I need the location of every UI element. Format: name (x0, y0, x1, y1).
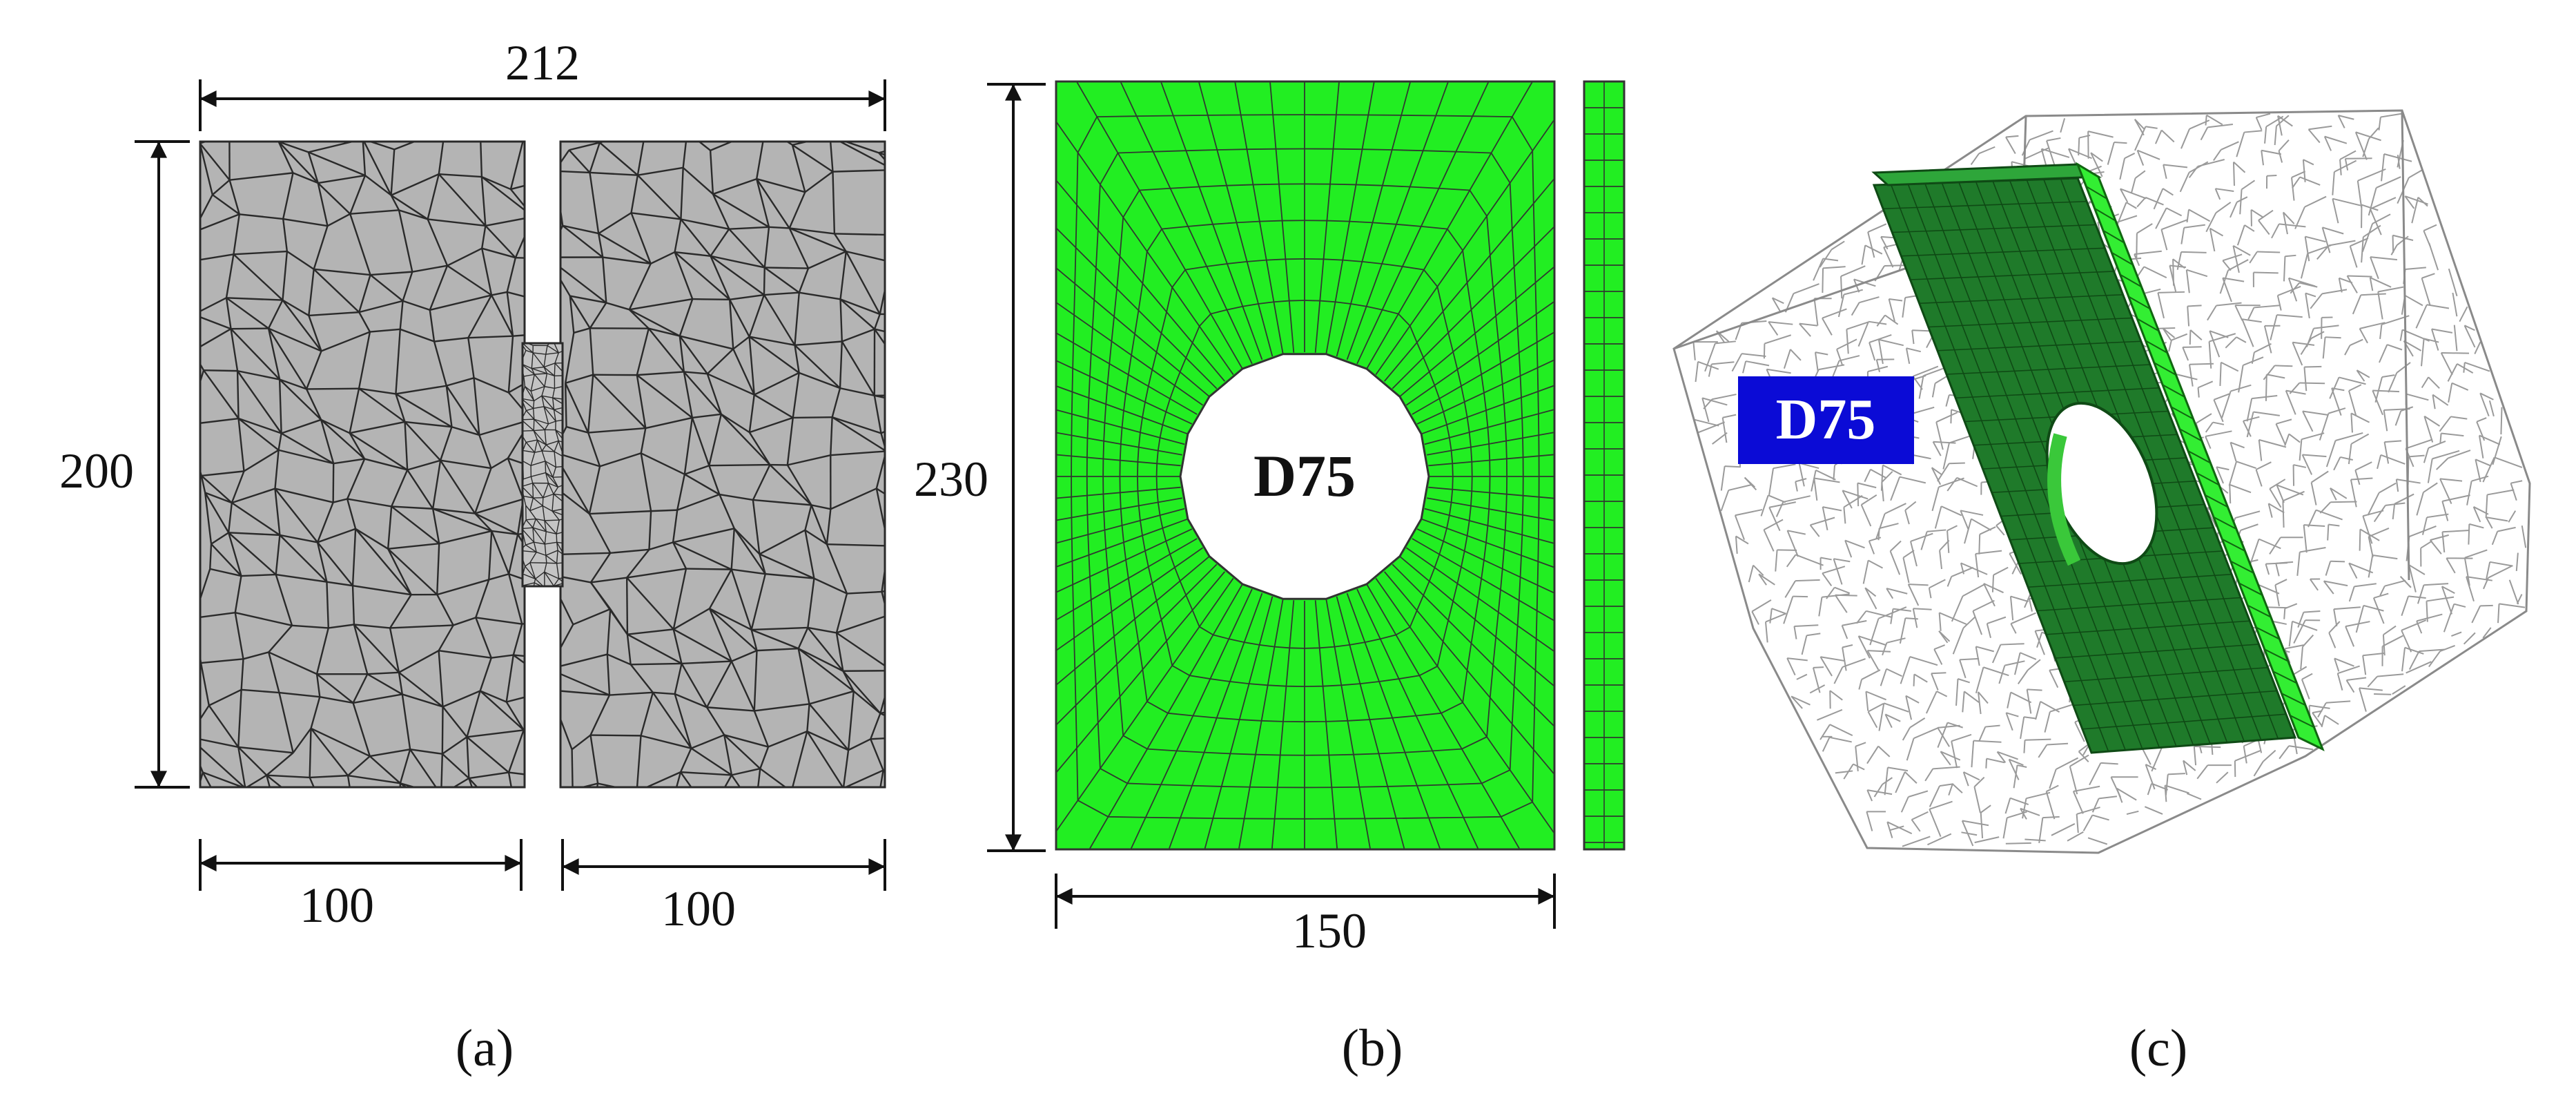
dim-label-200: 200 (59, 443, 134, 499)
hole-label-b: D75 (1253, 443, 1356, 509)
panel-a: 212 200 100 100 (a) (59, 35, 886, 1077)
panel-c: D75 (c) (1672, 109, 2531, 1077)
label-box-c (1738, 376, 1914, 464)
steel-plate-3d-edge-mesh (2085, 186, 2314, 729)
bolt-hole (1179, 353, 1430, 600)
left-block-mesh (200, 142, 525, 787)
dim-label-150: 150 (1292, 903, 1367, 958)
steel-plate-front-mesh (1055, 81, 1555, 850)
dim-label-230: 230 (914, 452, 988, 507)
dim-label-100-right: 100 (661, 881, 736, 936)
hole-label-c: D75 (1776, 387, 1876, 452)
joint-core-mesh (523, 343, 563, 586)
caption-b: (b) (1342, 1019, 1403, 1077)
dim-label-100-left: 100 (300, 878, 374, 933)
steel-plate-side-mesh (1584, 81, 1624, 849)
right-block-mesh (560, 142, 885, 787)
dim-label-212: 212 (505, 35, 580, 90)
caption-c: (c) (2129, 1019, 2187, 1077)
caption-a: (a) (456, 1019, 514, 1077)
panel-b: D75 230 150 (b) (914, 80, 1626, 1077)
steel-plate-3d-face-mesh (1883, 178, 2286, 752)
wireframe-outline (1672, 109, 2531, 854)
